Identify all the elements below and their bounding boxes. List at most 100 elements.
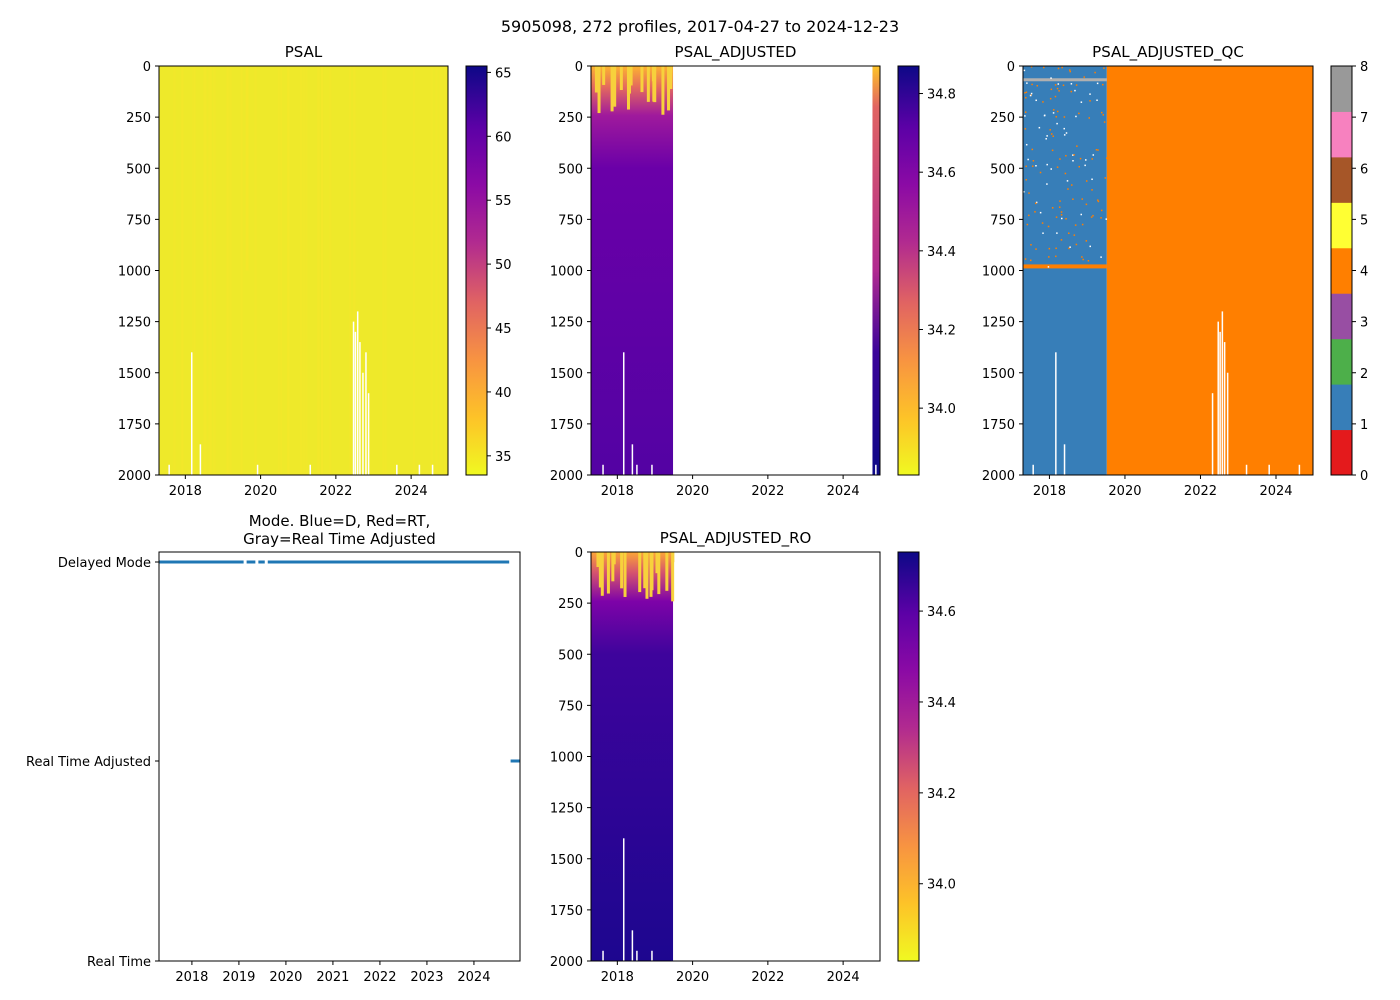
panel-title: PSAL_ADJUSTED_RO bbox=[660, 529, 812, 548]
qc-speck bbox=[1089, 245, 1091, 248]
missing-data-gap bbox=[396, 464, 398, 475]
colorbar-tick-label: 34.6 bbox=[927, 605, 956, 620]
y-tick-label: 2000 bbox=[982, 469, 1015, 484]
heatmap-column bbox=[280, 66, 283, 475]
qc-speck bbox=[1087, 260, 1090, 262]
qc-speck bbox=[1063, 127, 1065, 130]
qc-speck bbox=[1025, 91, 1028, 94]
panel-title-line: Gray=Real Time Adjusted bbox=[243, 530, 436, 548]
heatmap-column bbox=[661, 66, 665, 115]
qc-speck bbox=[1093, 265, 1096, 267]
colorbar-tick-label: 8 bbox=[1360, 60, 1368, 75]
colorbar-tick-label: 55 bbox=[495, 194, 512, 209]
qc-speck bbox=[1056, 232, 1058, 234]
missing-data-gap bbox=[631, 444, 634, 475]
qc-speck bbox=[1047, 225, 1050, 228]
qc-speck bbox=[1058, 90, 1060, 92]
qc-speck bbox=[1072, 198, 1074, 200]
qc-speck bbox=[1052, 135, 1054, 138]
mode-gap bbox=[255, 559, 259, 565]
colorbar-gradient bbox=[898, 66, 919, 475]
qc-speck bbox=[1052, 112, 1055, 114]
heatmap-column bbox=[610, 66, 614, 112]
qc-speck bbox=[1085, 180, 1088, 182]
heatmap-column bbox=[241, 66, 244, 475]
heatmap-column bbox=[627, 66, 631, 94]
heatmap-column bbox=[643, 552, 647, 589]
heatmap-column bbox=[606, 552, 610, 594]
x-tick-label: 2022 bbox=[1184, 484, 1217, 499]
y-tick-label: 1250 bbox=[550, 316, 583, 331]
qc-speck bbox=[1026, 223, 1029, 226]
qc-speck bbox=[1080, 101, 1083, 103]
missing-data-gap bbox=[636, 464, 638, 475]
qc-speck bbox=[1034, 211, 1036, 213]
qc-speck bbox=[1050, 88, 1053, 91]
colorbar-segment bbox=[1331, 293, 1352, 340]
colorbar-tick-label: 65 bbox=[495, 66, 512, 81]
colorbar-tick-label: 50 bbox=[495, 258, 512, 273]
missing-data-gap bbox=[651, 464, 653, 475]
colorbar-gradient bbox=[466, 66, 487, 475]
axes-frame bbox=[158, 551, 521, 962]
qc-speck bbox=[1102, 83, 1104, 86]
heatmap-column bbox=[412, 66, 415, 475]
qc-speck bbox=[1079, 157, 1082, 160]
y-tick-label: 500 bbox=[558, 162, 583, 177]
qc-speck bbox=[1024, 128, 1027, 130]
y-tick-label: 1250 bbox=[550, 802, 583, 817]
heatmap-column bbox=[353, 66, 356, 475]
y-tick-label: 1250 bbox=[118, 316, 151, 331]
qc-speck bbox=[1097, 149, 1099, 151]
qc-speck bbox=[1085, 203, 1088, 206]
colorbar-segment bbox=[1331, 66, 1352, 112]
heatmap-column bbox=[299, 66, 302, 475]
heatmap-column bbox=[612, 552, 616, 565]
heatmap-column bbox=[671, 552, 675, 602]
heatmap-column bbox=[657, 552, 661, 595]
qc-speck bbox=[1074, 224, 1077, 226]
qc-speck bbox=[1029, 94, 1032, 97]
colorbar-tick-label: 34.6 bbox=[927, 166, 956, 181]
qc-speck bbox=[1076, 145, 1078, 147]
heatmap-block bbox=[872, 66, 880, 475]
qc-speck bbox=[1091, 189, 1093, 191]
colorbar-tick-label: 34.2 bbox=[927, 787, 956, 802]
qc-speck bbox=[1042, 232, 1044, 234]
qc-speck bbox=[1062, 264, 1064, 267]
qc-speck bbox=[1105, 218, 1108, 220]
colorbar-tick-label: 34.0 bbox=[927, 878, 956, 893]
qc-speck bbox=[1081, 256, 1083, 258]
qc-speck bbox=[1060, 214, 1063, 216]
qc-speck bbox=[1066, 180, 1069, 182]
qc-speck bbox=[1056, 166, 1059, 168]
missing-data-gap bbox=[631, 930, 634, 961]
panel-title-line: Mode. Blue=D, Red=RT, bbox=[249, 512, 431, 530]
heatmap-column bbox=[287, 66, 290, 475]
qc-speck bbox=[1025, 96, 1027, 99]
heatmap-column bbox=[646, 66, 650, 102]
colorbar-tick-label: 45 bbox=[495, 322, 512, 337]
y-tick-label: 1500 bbox=[118, 367, 151, 382]
heatmap-column bbox=[600, 552, 604, 596]
qc-speck bbox=[1081, 223, 1084, 226]
qc-speck bbox=[1055, 255, 1057, 258]
y-tick-label: 0 bbox=[1007, 60, 1015, 75]
qc-speck bbox=[1089, 100, 1091, 102]
qc-speck bbox=[1031, 165, 1034, 167]
qc-speck bbox=[1030, 259, 1032, 262]
heatmap-column bbox=[435, 66, 438, 475]
heatmap-column bbox=[619, 66, 623, 91]
qc-band bbox=[1023, 264, 1107, 269]
qc-speck bbox=[1069, 69, 1071, 71]
colorbar-tick-label: 40 bbox=[495, 386, 512, 401]
qc-speck bbox=[1043, 66, 1045, 69]
colorbar-frame bbox=[465, 65, 488, 476]
qc-speck bbox=[1039, 171, 1042, 174]
colorbar-tick-label: 7 bbox=[1360, 111, 1368, 126]
missing-data-gap bbox=[622, 352, 625, 475]
qc-speck bbox=[1080, 213, 1082, 216]
qc-speck bbox=[1028, 192, 1030, 194]
qc-speck bbox=[1050, 133, 1053, 135]
qc-region bbox=[1106, 66, 1313, 475]
